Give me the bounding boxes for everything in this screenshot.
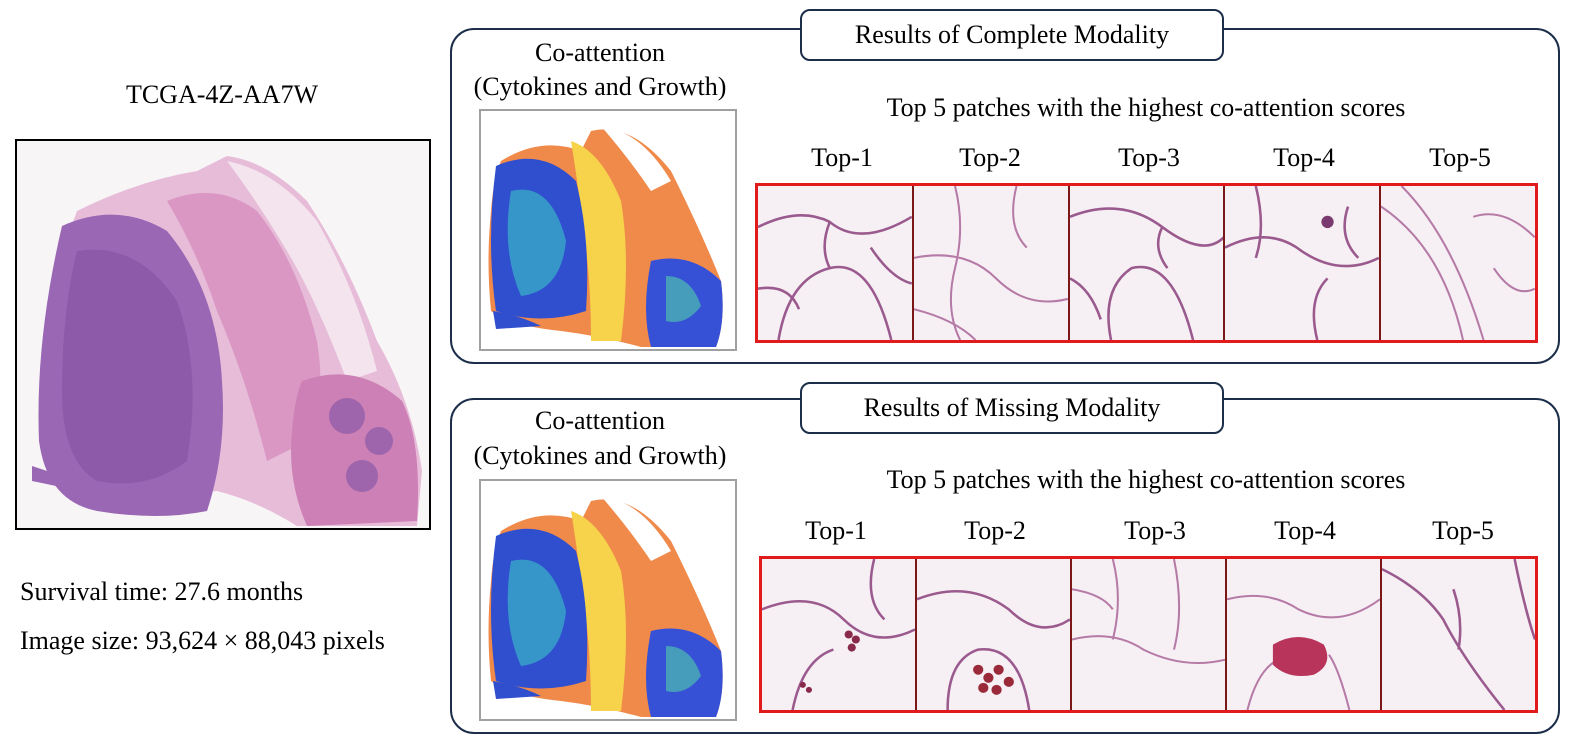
top-label-1-missing: Top-1 xyxy=(805,516,867,545)
patches-title-top: Top 5 patches with the highest co-attent… xyxy=(886,93,1406,122)
top-label-3-missing: Top-3 xyxy=(1124,516,1186,545)
coattention-title-bottom: Co-attention xyxy=(535,406,665,435)
patch-top-5-missing xyxy=(1382,559,1535,710)
top-patches-strip-missing xyxy=(759,556,1538,713)
coattention-heatmap-complete xyxy=(479,109,737,351)
coattention-title-top: Co-attention xyxy=(535,38,665,67)
patch-top-4-complete xyxy=(1225,186,1382,340)
image-size-label: Image size: 93,624 × 88,043 pixels xyxy=(20,626,385,655)
patch-top-3-complete xyxy=(1069,186,1226,340)
patch-top-1-missing xyxy=(762,559,917,710)
top-label-4-complete: Top-4 xyxy=(1273,143,1335,172)
patch-top-2-missing xyxy=(917,559,1072,710)
top-label-1-complete: Top-1 xyxy=(811,143,873,172)
patch-top-1-complete xyxy=(758,186,914,340)
missing-modality-title: Results of Missing Modality xyxy=(800,382,1224,434)
top-label-3-complete: Top-3 xyxy=(1118,143,1180,172)
top-label-2-missing: Top-2 xyxy=(964,516,1026,545)
patch-top-2-complete xyxy=(913,186,1070,340)
complete-modality-title: Results of Complete Modality xyxy=(800,9,1224,61)
tissue-illustration xyxy=(17,141,429,528)
coattention-subtitle-bottom: (Cytokines and Growth) xyxy=(473,441,727,470)
top-patches-strip-complete xyxy=(755,183,1538,343)
coattention-subtitle-top: (Cytokines and Growth) xyxy=(473,72,727,101)
slide-case-id: TCGA-4Z-AA7W xyxy=(125,80,319,109)
survival-time-label: Survival time: 27.6 months xyxy=(20,577,304,606)
coattention-heatmap-missing xyxy=(479,479,737,721)
top-label-5-missing: Top-5 xyxy=(1432,516,1494,545)
top-label-5-complete: Top-5 xyxy=(1429,143,1491,172)
top-label-4-missing: Top-4 xyxy=(1274,516,1336,545)
patch-top-5-complete xyxy=(1381,186,1535,340)
top-label-2-complete: Top-2 xyxy=(959,143,1021,172)
patches-title-bottom: Top 5 patches with the highest co-attent… xyxy=(886,465,1406,494)
patch-top-4-missing xyxy=(1227,559,1382,710)
patch-top-3-missing xyxy=(1072,559,1227,710)
whole-slide-image xyxy=(15,139,431,530)
